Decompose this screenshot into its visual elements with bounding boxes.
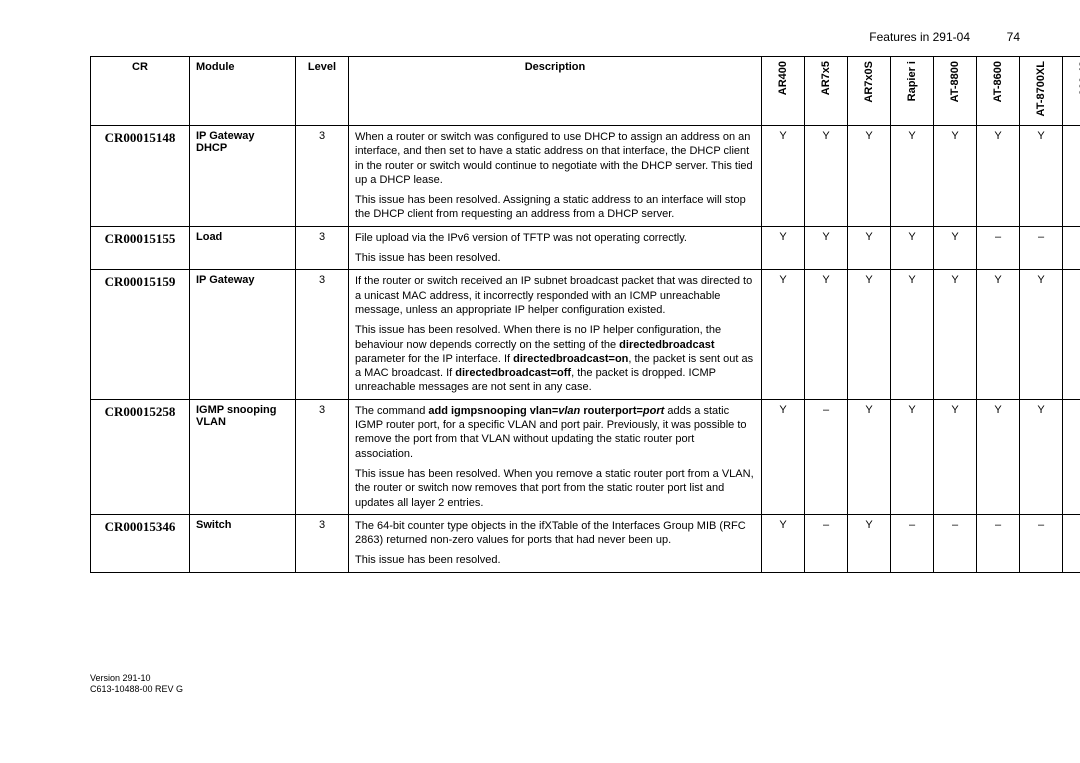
cr-table: CR Module Level Description AR400 AR7x5 … — [90, 56, 1080, 573]
product-cell: Y — [805, 270, 848, 399]
module-cell: IP Gateway — [190, 270, 296, 399]
page-header: Features in 291-04 74 — [90, 30, 1020, 44]
col-p3: Rapier i — [891, 57, 934, 126]
col-p7: x900-48 — [1063, 57, 1080, 126]
module-cell: IP GatewayDHCP — [190, 126, 296, 227]
product-label: Rapier i — [906, 61, 918, 101]
product-cell: Y — [977, 270, 1020, 399]
product-cell: Y — [848, 399, 891, 514]
product-cell: – — [1063, 514, 1080, 572]
table-row: CR00015258IGMP snoopingVLAN3The command … — [91, 399, 1080, 514]
cr-cell: CR00015159 — [91, 270, 190, 399]
product-cell: Y — [934, 126, 977, 227]
product-cell: – — [977, 226, 1020, 270]
module-cell: Load — [190, 226, 296, 270]
product-cell: – — [977, 514, 1020, 572]
col-p4: AT-8800 — [934, 57, 977, 126]
product-cell: Y — [891, 270, 934, 399]
product-label: AT-8800 — [949, 61, 961, 102]
description-cell: If the router or switch received an IP s… — [349, 270, 762, 399]
col-p5: AT-8600 — [977, 57, 1020, 126]
product-cell: Y — [934, 226, 977, 270]
product-cell: Y — [805, 126, 848, 227]
product-label: AT-8700XL — [1035, 61, 1047, 116]
header-page: 74 — [970, 30, 1020, 44]
level-cell: 3 — [296, 399, 349, 514]
col-cr: CR — [91, 57, 190, 126]
product-cell: Y — [891, 399, 934, 514]
level-cell: 3 — [296, 126, 349, 227]
level-cell: 3 — [296, 226, 349, 270]
col-p2: AR7x0S — [848, 57, 891, 126]
table-row: CR00015159IP Gateway3If the router or sw… — [91, 270, 1080, 399]
table-header-row: CR Module Level Description AR400 AR7x5 … — [91, 57, 1080, 126]
header-title: Features in 291-04 — [869, 30, 970, 44]
description-cell: File upload via the IPv6 version of TFTP… — [349, 226, 762, 270]
product-cell: Y — [1063, 399, 1080, 514]
col-p6: AT-8700XL — [1020, 57, 1063, 126]
description-cell: When a router or switch was configured t… — [349, 126, 762, 227]
product-cell: Y — [762, 226, 805, 270]
product-label: AR7x5 — [820, 61, 832, 95]
product-cell: Y — [1020, 270, 1063, 399]
product-cell: – — [1020, 226, 1063, 270]
footer-docid: C613-10488-00 REV G — [90, 684, 1020, 696]
product-cell: Y — [1063, 126, 1080, 227]
product-cell: Y — [1063, 226, 1080, 270]
product-cell: Y — [934, 270, 977, 399]
description-cell: The command add igmpsnooping vlan=vlan r… — [349, 399, 762, 514]
product-label: AR7x0S — [863, 61, 875, 103]
col-level: Level — [296, 57, 349, 126]
product-cell: Y — [805, 226, 848, 270]
product-cell: Y — [934, 399, 977, 514]
col-p0: AR400 — [762, 57, 805, 126]
product-cell: Y — [848, 126, 891, 227]
product-label: AR400 — [777, 61, 789, 95]
product-cell: – — [891, 514, 934, 572]
product-cell: Y — [977, 399, 1020, 514]
product-cell: – — [805, 514, 848, 572]
module-cell: Switch — [190, 514, 296, 572]
product-cell: Y — [891, 126, 934, 227]
level-cell: 3 — [296, 514, 349, 572]
col-p1: AR7x5 — [805, 57, 848, 126]
product-cell: Y — [1020, 126, 1063, 227]
product-cell: – — [1020, 514, 1063, 572]
col-module: Module — [190, 57, 296, 126]
product-cell: Y — [762, 514, 805, 572]
product-cell: Y — [762, 270, 805, 399]
cr-cell: CR00015148 — [91, 126, 190, 227]
product-cell: Y — [762, 399, 805, 514]
page-footer: Version 291-10 C613-10488-00 REV G — [90, 673, 1020, 696]
module-cell: IGMP snoopingVLAN — [190, 399, 296, 514]
product-cell: Y — [1020, 399, 1063, 514]
cr-cell: CR00015155 — [91, 226, 190, 270]
product-cell: Y — [891, 226, 934, 270]
table-row: CR00015148IP GatewayDHCP3When a router o… — [91, 126, 1080, 227]
product-cell: Y — [762, 126, 805, 227]
table-row: CR00015155Load3File upload via the IPv6 … — [91, 226, 1080, 270]
cr-cell: CR00015258 — [91, 399, 190, 514]
level-cell: 3 — [296, 270, 349, 399]
description-cell: The 64-bit counter type objects in the i… — [349, 514, 762, 572]
product-cell: Y — [848, 270, 891, 399]
product-label: AT-8600 — [992, 61, 1004, 102]
table-row: CR00015346Switch3The 64-bit counter type… — [91, 514, 1080, 572]
product-cell: – — [805, 399, 848, 514]
col-desc: Description — [349, 57, 762, 126]
product-cell: – — [934, 514, 977, 572]
footer-version: Version 291-10 — [90, 673, 1020, 685]
product-cell: Y — [1063, 270, 1080, 399]
product-cell: Y — [977, 126, 1020, 227]
cr-cell: CR00015346 — [91, 514, 190, 572]
product-cell: Y — [848, 226, 891, 270]
product-cell: Y — [848, 514, 891, 572]
